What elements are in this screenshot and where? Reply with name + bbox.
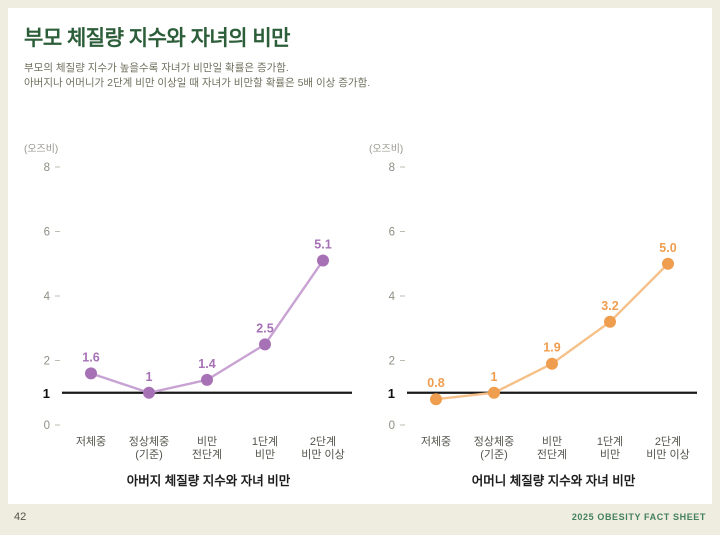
y-tick-label: 2: [389, 356, 395, 368]
y-tick-label: 8: [389, 162, 395, 174]
category-label: 비만 전단계: [192, 435, 222, 461]
data-point: [430, 393, 442, 406]
y-tick-label: 6: [389, 227, 395, 239]
category-label: 1단계 비만: [252, 435, 278, 461]
data-point: [317, 254, 329, 267]
data-point: [259, 338, 271, 351]
category-label: 정상체중 (기준): [474, 435, 514, 461]
data-point: [85, 367, 97, 380]
subtitle-line-1: 부모의 체질량 지수가 높을수록 자녀가 비만일 확률은 증가함.: [24, 62, 289, 74]
footer-strip: 42 2025 OBESITY FACT SHEET: [0, 504, 720, 535]
data-point: [546, 357, 558, 370]
data-line: [90, 259, 324, 394]
category-label: 비만 전단계: [537, 435, 567, 461]
data-point-label: 1.9: [543, 341, 560, 355]
data-point-label: 5.0: [659, 241, 676, 255]
charts-row: (오즈비) 0 2 4 6 8 1 1.6 1 1.4 2.5 5.1 저체중 정상체중 (기준) 비만 전단계…: [8, 139, 712, 489]
data-point-label: 5.1: [314, 238, 331, 252]
mother-chart: (오즈비) 0 2 4 6 8 1 0.8 1 1.9 3.2 5.0 저체중 정상체중 (기준) 비만 전단계…: [369, 143, 697, 461]
subtitle-line-2: 아버지나 어머니가 2단계 비만 이상일 때 자녀가 비만할 확률은 5배 이상…: [24, 77, 371, 89]
axis-unit-label: (오즈비): [24, 143, 58, 155]
category-label: 2단계 비만 이상: [646, 435, 690, 461]
subtitle: 부모의 체질량 지수가 높을수록 자녀가 비만일 확률은 증가함. 아버지나 어…: [24, 61, 696, 91]
category-label: 저체중: [76, 435, 106, 448]
data-point-label: 0.8: [427, 376, 444, 390]
father-chart: (오즈비) 0 2 4 6 8 1 1.6 1 1.4 2.5 5.1 저체중 정상체중 (기준) 비만 전단계…: [24, 143, 352, 461]
category-label: 저체중: [421, 435, 451, 448]
father-chart-title: 아버지 체질량 지수와 자녀 비만: [126, 474, 291, 488]
data-point: [604, 315, 616, 328]
reference-line-label: 1: [43, 386, 50, 401]
slide-header: 부모 체질량 지수와 자녀의 비만 부모의 체질량 지수가 높을수록 자녀가 비…: [8, 8, 712, 91]
data-point-label: 3.2: [601, 299, 618, 313]
y-tick-label: 6: [44, 227, 50, 239]
data-point-label: 1.6: [82, 350, 99, 364]
y-tick-label: 2: [44, 356, 50, 368]
data-line: [435, 262, 669, 401]
mother-chart-title: 어머니 체질량 지수와 자녀 비만: [471, 474, 636, 488]
data-point-label: 1: [146, 370, 153, 384]
data-point: [201, 373, 213, 386]
y-tick-label: 4: [389, 291, 396, 303]
category-label: 2단계 비만 이상: [301, 435, 345, 461]
data-point: [488, 386, 500, 399]
y-tick-label: 8: [44, 162, 50, 174]
mother-chart-block: (오즈비) 0 2 4 6 8 1 0.8 1 1.9 3.2 5.0 저체중 정상체중 (기준) 비만 전단계…: [365, 139, 710, 489]
data-point-label: 2.5: [256, 321, 273, 335]
reference-line-label: 1: [388, 386, 395, 401]
y-tick-label: 4: [44, 291, 51, 303]
data-point-label: 1.4: [198, 357, 215, 371]
data-point: [662, 257, 674, 270]
slide-card: 부모 체질량 지수와 자녀의 비만 부모의 체질량 지수가 높을수록 자녀가 비…: [8, 8, 712, 504]
data-point: [143, 386, 155, 399]
page-title: 부모 체질량 지수와 자녀의 비만: [24, 27, 291, 50]
category-label: 1단계 비만: [597, 435, 623, 461]
page-number: 42: [14, 510, 27, 523]
category-label: 정상체중 (기준): [129, 435, 169, 461]
data-point-label: 1: [491, 370, 498, 384]
y-tick-label: 0: [44, 420, 50, 432]
father-chart-block: (오즈비) 0 2 4 6 8 1 1.6 1 1.4 2.5 5.1 저체중 정상체중 (기준) 비만 전단계…: [20, 139, 365, 489]
footer-text: 2025 OBESITY FACT SHEET: [571, 511, 706, 522]
y-tick-label: 0: [389, 420, 395, 432]
axis-unit-label: (오즈비): [369, 143, 403, 155]
